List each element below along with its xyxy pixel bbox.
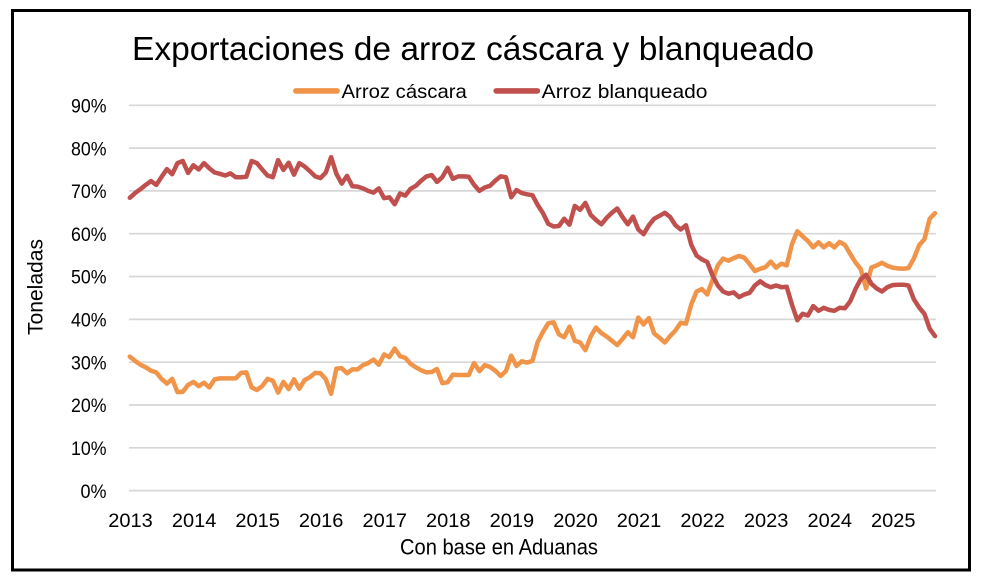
svg-text:50%: 50% (71, 268, 107, 289)
svg-text:Arroz blanqueado: Arroz blanqueado (542, 82, 708, 103)
svg-text:0%: 0% (81, 482, 107, 503)
svg-text:2023: 2023 (744, 511, 789, 532)
svg-text:60%: 60% (71, 225, 107, 246)
svg-text:Toneladas: Toneladas (25, 239, 48, 335)
svg-text:2014: 2014 (172, 511, 217, 532)
svg-text:40%: 40% (71, 311, 107, 332)
svg-text:2025: 2025 (871, 511, 916, 532)
svg-text:2015: 2015 (235, 511, 280, 532)
svg-text:90%: 90% (71, 97, 107, 118)
svg-text:Con base en Aduanas: Con base en Aduanas (400, 534, 598, 559)
svg-text:2021: 2021 (617, 511, 662, 532)
svg-text:Exportaciones de arroz cáscara: Exportaciones de arroz cáscara y blanque… (132, 30, 814, 67)
svg-text:10%: 10% (71, 439, 107, 460)
svg-text:2017: 2017 (363, 511, 408, 532)
svg-text:30%: 30% (71, 353, 107, 374)
svg-text:2024: 2024 (808, 511, 853, 532)
svg-text:70%: 70% (71, 182, 107, 203)
svg-text:20%: 20% (71, 396, 107, 417)
svg-text:2018: 2018 (426, 511, 471, 532)
svg-text:80%: 80% (71, 139, 107, 160)
svg-text:2022: 2022 (680, 511, 725, 532)
svg-text:2019: 2019 (490, 511, 535, 532)
svg-text:2020: 2020 (553, 511, 598, 532)
svg-text:2016: 2016 (299, 511, 344, 532)
svg-text:Arroz cáscara: Arroz cáscara (342, 82, 468, 103)
svg-text:2013: 2013 (108, 511, 153, 532)
